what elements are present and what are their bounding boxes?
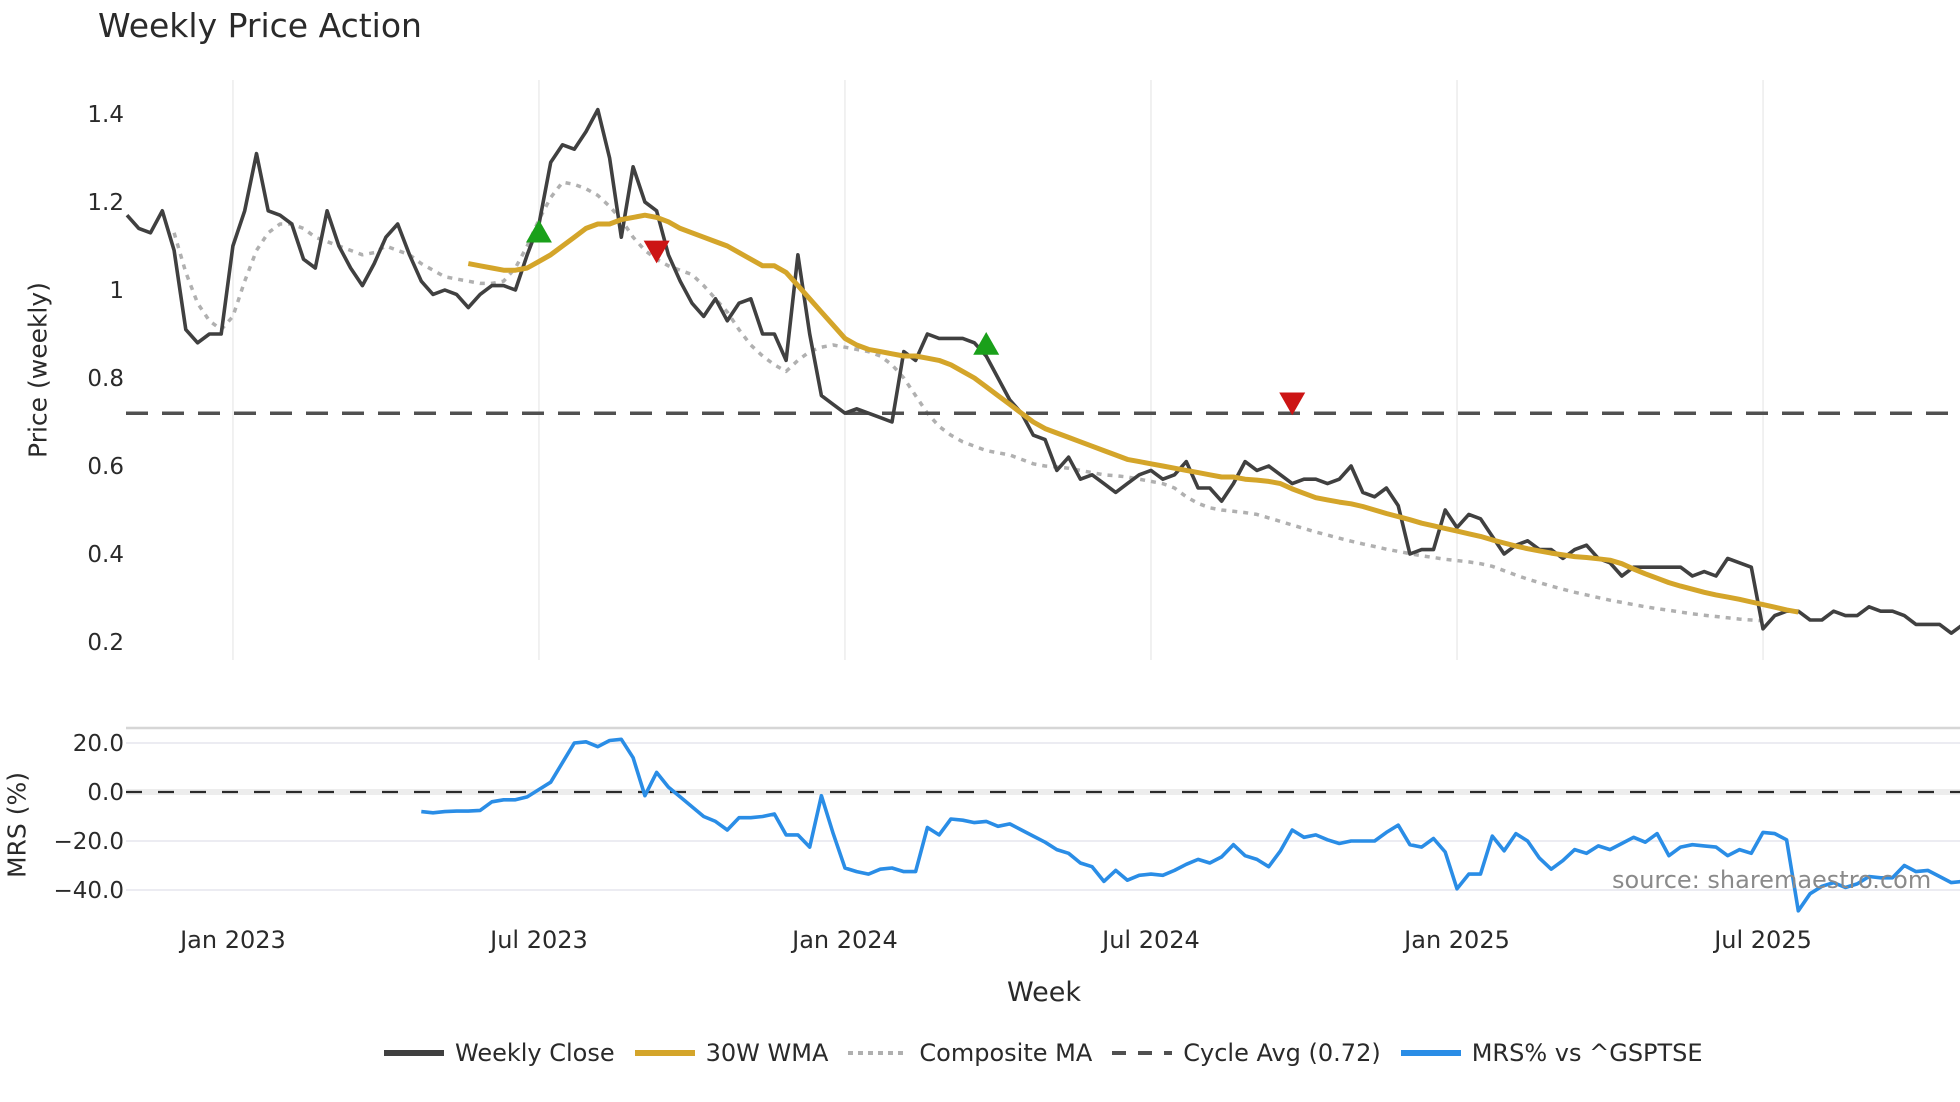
- series-mrs-vs-gsptse: [421, 737, 1960, 913]
- sell-signal-marker: [643, 240, 670, 264]
- legend-swatch-icon: [1112, 1051, 1173, 1055]
- mrs-y-tick-label: −20.0: [54, 829, 124, 855]
- price-y-ticks: 0.2 0.4 0.6 0.8 1 1.2 1.4: [87, 102, 124, 656]
- signal-markers: [525, 219, 1306, 416]
- price-y-tick-label: 0.8: [87, 366, 124, 392]
- price-y-tick-label: 1: [109, 278, 124, 304]
- x-tick-label: Jul 2024: [1100, 926, 1200, 954]
- price-y-tick-label: 1.2: [87, 190, 124, 216]
- x-tick-label: Jan 2024: [790, 926, 898, 954]
- buy-signal-marker: [525, 219, 552, 243]
- price-y-tick-label: 1.4: [87, 102, 124, 128]
- legend-item[interactable]: 30W WMA: [634, 1039, 829, 1067]
- legend-label: Weekly Close: [455, 1039, 615, 1067]
- x-axis-title: Week: [1007, 977, 1081, 1008]
- mrs-y-tick-label: −40.0: [54, 878, 124, 904]
- legend-label: MRS% vs ^GSPTSE: [1471, 1039, 1703, 1067]
- legend-swatch-icon: [384, 1050, 444, 1056]
- legend-label: Composite MA: [919, 1039, 1093, 1067]
- series-layer: [125, 107, 1960, 913]
- legend: Weekly Close 30W WMA Composite MA Cycle Avg…: [384, 1036, 1723, 1070]
- source-watermark: source: sharemaestro.com: [1612, 866, 1932, 894]
- x-tick-label: Jul 2023: [488, 926, 588, 954]
- legend-swatch-icon: [634, 1050, 695, 1056]
- legend-item[interactable]: Weekly Close: [384, 1039, 615, 1067]
- series-composite-ma: [172, 180, 1764, 623]
- chart-title: Weekly Price Action: [98, 6, 422, 45]
- legend-swatch-icon: [848, 1051, 909, 1055]
- legend-label: Cycle Avg (0.72): [1183, 1039, 1381, 1067]
- price-gridlines: [232, 80, 1764, 660]
- x-tick-label: Jan 2023: [178, 926, 286, 954]
- legend-item[interactable]: Composite MA: [848, 1039, 1092, 1067]
- mrs-y-tick-label: 20.0: [73, 731, 124, 757]
- series-weekly-close: [125, 107, 1960, 636]
- legend-swatch-icon: [1400, 1050, 1461, 1056]
- mrs-y-ticks: −40.0 −20.0 0.0 20.0: [54, 731, 124, 904]
- price-y-tick-label: 0.4: [87, 542, 124, 568]
- mrs-gridlines: [126, 726, 1960, 891]
- mrs-y-tick-label: 0.0: [87, 780, 124, 806]
- price-y-tick-label: 0.2: [87, 630, 124, 656]
- legend-item[interactable]: MRS% vs ^GSPTSE: [1400, 1039, 1703, 1067]
- x-tick-label: Jul 2025: [1712, 926, 1812, 954]
- legend-label: 30W WMA: [705, 1039, 829, 1067]
- legend-item[interactable]: Cycle Avg (0.72): [1112, 1039, 1381, 1067]
- x-axis-ticks: Jan 2023 Jul 2023 Jan 2024 Jul 2024 Jan 2025…: [178, 926, 1812, 954]
- sell-signal-marker: [1279, 392, 1306, 416]
- buy-signal-marker: [973, 332, 1000, 355]
- price-y-tick-label: 0.6: [87, 454, 124, 480]
- series-30w-wma: [467, 212, 1799, 615]
- x-tick-label: Jan 2025: [1402, 926, 1510, 954]
